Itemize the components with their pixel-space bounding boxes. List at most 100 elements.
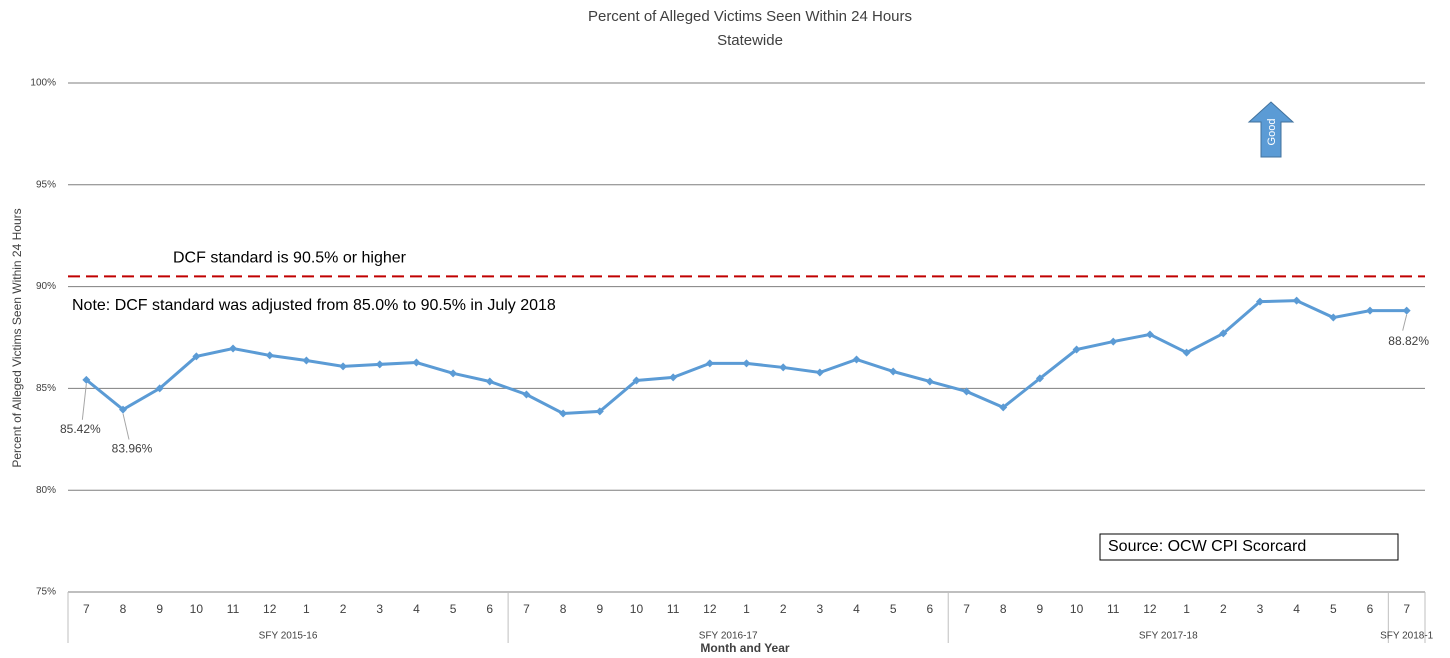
point — [229, 344, 238, 353]
point — [1109, 337, 1118, 346]
chart-title: Percent of Alleged Victims Seen Within 2… — [588, 8, 912, 25]
data-label: 83.96% — [112, 442, 153, 456]
point — [1292, 296, 1301, 305]
point — [1035, 374, 1044, 383]
x-tick-label: 6 — [486, 602, 493, 616]
y-tick-label: 80% — [36, 485, 56, 496]
point — [1329, 313, 1338, 322]
point — [339, 362, 348, 371]
x-tick-label: 10 — [630, 602, 644, 616]
direction-arrow — [1247, 101, 1295, 158]
x-tick-label: 11 — [227, 602, 240, 616]
point — [1182, 348, 1191, 357]
x-tick-label: 4 — [853, 602, 860, 616]
data-label: 85.42% — [60, 422, 101, 436]
data-label: 88.82% — [1388, 334, 1429, 348]
series-line — [85, 299, 1407, 415]
point — [82, 375, 91, 384]
x-tick-label: 7 — [1403, 602, 1410, 616]
x-tick-label: 3 — [376, 602, 383, 616]
x-tick-label: 4 — [413, 602, 420, 616]
point — [1219, 329, 1228, 338]
source-box — [1099, 533, 1399, 561]
x-tick-label: 9 — [156, 602, 163, 616]
x-tick-label: 2 — [1220, 602, 1227, 616]
point — [889, 367, 898, 376]
point — [265, 351, 274, 360]
x-tick-label: 7 — [523, 602, 530, 616]
x-tick-label: 11 — [1107, 602, 1120, 616]
x-group-label: SFY 2015-16 — [259, 631, 318, 642]
point — [302, 356, 311, 365]
x-tick-label: 8 — [120, 602, 127, 616]
reference-label: DCF standard is 90.5% or higher — [173, 250, 407, 267]
x-tick-label: 3 — [817, 602, 824, 616]
x-tick-label: 3 — [1257, 602, 1264, 616]
x-tick-label: 8 — [560, 602, 567, 616]
x-axis-label: Month and Year — [700, 641, 789, 655]
point — [815, 368, 824, 377]
x-tick-label: 1 — [743, 602, 750, 616]
x-tick-label: 2 — [780, 602, 787, 616]
point — [375, 360, 384, 369]
point — [412, 358, 421, 367]
y-tick-label: 100% — [30, 78, 56, 89]
point — [632, 376, 641, 385]
x-tick-label: 9 — [1037, 602, 1044, 616]
point — [669, 373, 678, 382]
point — [595, 407, 604, 416]
x-tick-label: 8 — [1000, 602, 1007, 616]
point — [559, 409, 568, 418]
y-tick-label: 75% — [36, 587, 56, 598]
x-tick-label: 12 — [263, 602, 277, 616]
x-tick-label: 6 — [927, 602, 934, 616]
x-tick-label: 5 — [450, 602, 457, 616]
point — [705, 359, 714, 368]
point — [1402, 306, 1411, 315]
chart-subtitle: Statewide — [717, 32, 783, 49]
point — [119, 405, 128, 414]
x-group-label: SFY 2017-18 — [1139, 631, 1198, 642]
x-tick-label: 7 — [963, 602, 970, 616]
x-tick-label: 5 — [890, 602, 897, 616]
point — [449, 369, 458, 378]
x-tick-label: 11 — [667, 602, 680, 616]
label-leader — [122, 413, 130, 440]
note: Note: DCF standard was adjusted from 85.… — [72, 297, 556, 314]
point — [522, 390, 531, 399]
point — [779, 363, 788, 372]
point — [1072, 345, 1081, 354]
point — [155, 384, 164, 393]
label-leader — [1402, 314, 1408, 331]
x-tick-label: 4 — [1293, 602, 1300, 616]
point — [925, 377, 934, 386]
point — [192, 352, 201, 361]
x-tick-label: 1 — [303, 602, 310, 616]
point — [999, 403, 1008, 412]
y-tick-label: 85% — [36, 383, 56, 394]
x-group-label: SFY 2018-1 — [1380, 631, 1434, 642]
point — [742, 359, 751, 368]
point — [962, 387, 971, 396]
point — [485, 377, 494, 386]
x-tick-label: 5 — [1330, 602, 1337, 616]
point — [1145, 330, 1154, 339]
x-tick-label: 12 — [1143, 602, 1157, 616]
x-tick-label: 12 — [703, 602, 717, 616]
y-tick-label: 90% — [36, 281, 56, 292]
label-leader — [81, 383, 87, 420]
point — [1365, 306, 1374, 315]
point — [852, 355, 861, 364]
y-axis-label: Percent of Alleged Victims Seen Within 2… — [10, 208, 24, 467]
x-tick-label: 10 — [1070, 602, 1084, 616]
x-group-label: SFY 2016-17 — [699, 631, 758, 642]
x-tick-label: 7 — [83, 602, 90, 616]
x-tick-label: 10 — [190, 602, 204, 616]
source: Source: OCW CPI Scorcard — [1108, 538, 1306, 555]
x-tick-label: 2 — [340, 602, 347, 616]
point — [1255, 297, 1264, 306]
x-tick-label: 9 — [596, 602, 603, 616]
x-tick-label: 1 — [1183, 602, 1190, 616]
